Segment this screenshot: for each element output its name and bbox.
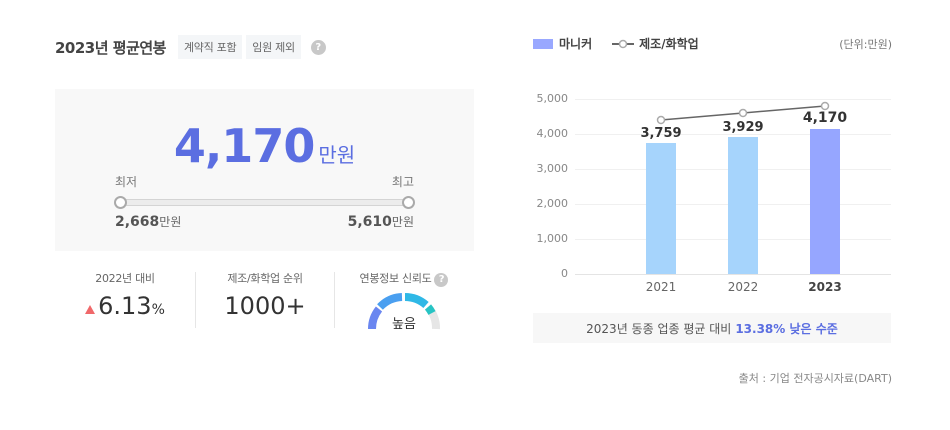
bar-2021[interactable]	[646, 143, 676, 274]
tag-contract-included: 계약직 포함	[177, 35, 243, 59]
unit-label: (단위:만원)	[839, 38, 892, 51]
reliability-gauge-icon	[367, 292, 440, 329]
page-title: 2023년 평균연봉	[55, 38, 166, 57]
average-salary: 4,170 만원	[55, 119, 474, 173]
salary-summary-panel: 4,170 만원 최저 최고 2,668만원 5,610만원	[55, 89, 474, 251]
yoy-value: 6.13%	[55, 292, 195, 320]
y-tick: 4,000	[536, 127, 569, 140]
x-axis	[575, 274, 891, 275]
salary-range-track	[120, 199, 408, 206]
y-tick: 2,000	[536, 197, 569, 210]
question-circle-icon[interactable]: ?	[310, 39, 326, 55]
max-marker-icon	[402, 196, 415, 209]
rank-value: 1000+	[224, 292, 306, 320]
legend-company: 마니커	[559, 37, 593, 51]
bar-value-2023: 4,170	[802, 110, 848, 126]
min-label: 최저	[115, 175, 138, 189]
y-tick: 3,000	[536, 162, 569, 175]
rank-stat: 제조/화학업 순위 1000+	[195, 270, 335, 320]
y-tick: 1,000	[536, 232, 569, 245]
tag-executives-excluded: 임원 제외	[246, 35, 301, 59]
max-value: 5,610만원	[347, 214, 414, 230]
y-tick: 5,000	[536, 92, 569, 105]
industry-comparison: 2023년 동종 업종 평균 대비 13.38% 낮은 수준	[533, 313, 891, 343]
bar-value-2021: 3,759	[640, 126, 682, 141]
up-arrow-icon	[85, 305, 96, 314]
question-circle-icon[interactable]: ?	[434, 272, 449, 287]
divider	[195, 272, 196, 328]
reliability-stat: 연봉정보 신뢰도? 높음	[334, 270, 474, 335]
x-label-2022: 2022	[727, 280, 759, 294]
industry-line	[656, 101, 830, 125]
company-swatch-icon	[533, 38, 553, 49]
min-value: 2,668만원	[115, 214, 182, 230]
title-row: 2023년 평균연봉 계약직 포함 임원 제외 ?	[55, 35, 326, 59]
x-label-2021: 2021	[645, 280, 677, 294]
min-marker-icon	[114, 196, 127, 209]
yoy-label: 2022년 대비	[95, 272, 155, 285]
chart-legend: 마니커 제조/화학업	[533, 35, 699, 52]
max-label: 최고	[391, 175, 414, 189]
yoy-stat: 2022년 대비 6.13%	[55, 270, 195, 320]
average-salary-unit: 만원	[318, 143, 356, 167]
bar-2022[interactable]	[728, 137, 758, 274]
x-label-2023: 2023	[808, 280, 842, 294]
industry-line-icon	[612, 39, 635, 48]
comparison-text: 2023년 동종 업종 평균 대비	[586, 321, 732, 336]
gridline	[575, 134, 891, 135]
bar-value-2022: 3,929	[722, 120, 764, 135]
bar-2023[interactable]	[810, 129, 840, 274]
divider	[334, 272, 335, 328]
reliability-value: 높음	[392, 317, 416, 332]
source-note: 출처 : 기업 전자공시자료(DART)	[738, 372, 892, 385]
reliability-label: 연봉정보 신뢰도?	[334, 270, 474, 287]
comparison-highlight: 13.38% 낮은 수준	[735, 321, 838, 336]
average-salary-value: 4,170	[173, 119, 316, 173]
legend-industry: 제조/화학업	[639, 37, 699, 51]
gridline	[575, 99, 891, 100]
y-tick: 0	[561, 267, 568, 280]
rank-label: 제조/화학업 순위	[227, 272, 303, 285]
